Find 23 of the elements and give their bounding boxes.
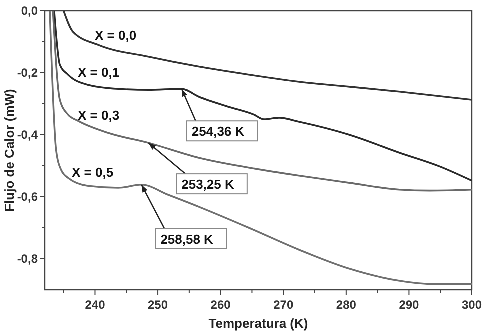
annotation: 253,25 K [182, 177, 235, 192]
y-tick-label: -0,6 [17, 190, 38, 204]
y-tick-label: -0,4 [17, 128, 38, 142]
y-tick-label: -0,2 [17, 66, 38, 80]
y-tick-label: -0,8 [17, 252, 38, 266]
line-series [62, 11, 472, 101]
x-tick-label: 240 [85, 298, 106, 312]
x-tick-label: 250 [148, 298, 168, 312]
x-axis-title: Temperatura (K) [208, 316, 308, 331]
x-tick-label: 270 [274, 298, 294, 312]
annotation: 254,36 K [192, 124, 246, 140]
annotation: 258,58 K [160, 232, 214, 247]
series-label: X = 0,5 [72, 165, 114, 180]
series-label: X = 0,3 [78, 108, 120, 123]
x-tick-label: 300 [462, 298, 482, 312]
x-tick-label: 290 [399, 298, 420, 312]
x-tick-label: 260 [210, 298, 232, 312]
x-tick-label: 280 [336, 298, 357, 312]
line-series [49, 11, 472, 286]
y-tick-label: 0,0 [21, 4, 38, 18]
series-label: X = 0,1 [78, 65, 120, 80]
y-axis-title: Flujo de Calor (mW) [2, 89, 17, 212]
series-label: X = 0,0 [95, 28, 137, 43]
